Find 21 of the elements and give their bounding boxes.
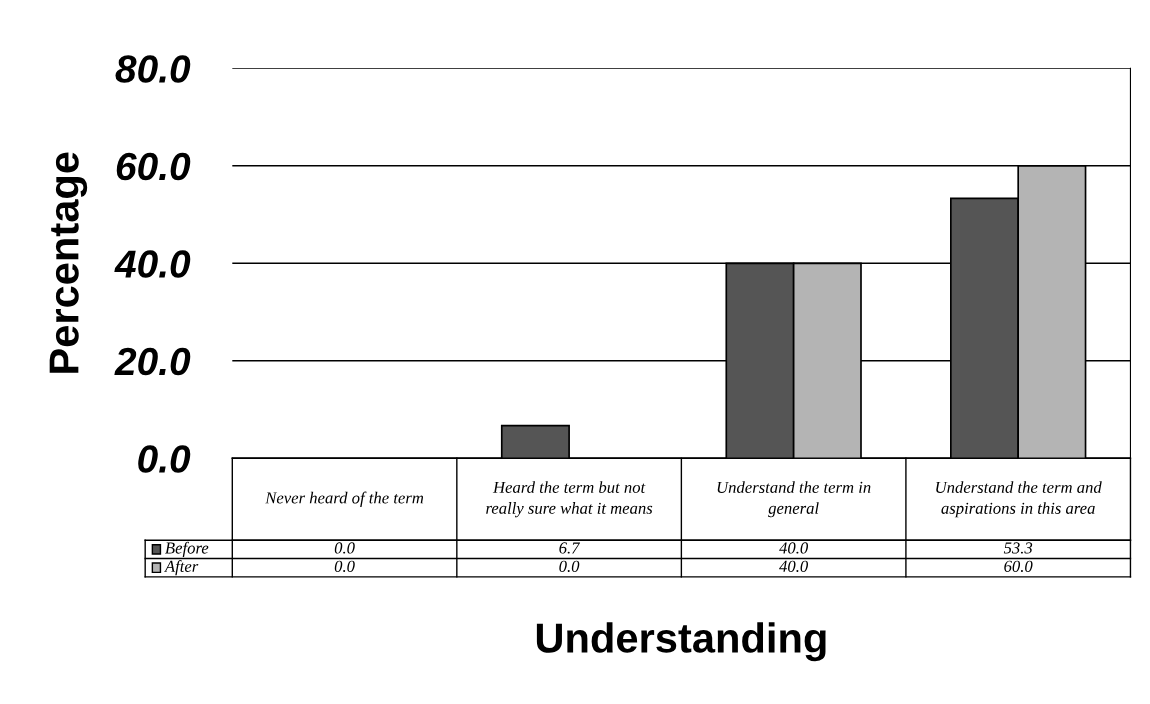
y-tick-label: 0.0 <box>138 445 191 473</box>
y-axis-title: Percentage <box>49 152 88 373</box>
legend-label: Before <box>165 541 209 558</box>
x-axis-title: Understanding <box>536 622 826 662</box>
x-tick-label: Understand the term in general <box>717 481 871 518</box>
data-label: 60.0 <box>1004 560 1033 572</box>
x-tick-label: Never heard of the term <box>265 491 424 507</box>
data-label: 40.0 <box>779 560 809 572</box>
legend-label: After <box>164 560 199 576</box>
x-tick-label: Heard the term but not really sure what it means <box>486 481 653 518</box>
x-tick-label: Understand the term and aspirations in this area <box>936 481 1102 518</box>
data-label: 0.0 <box>559 560 580 572</box>
y-tick-label: 60.0 <box>116 152 191 181</box>
data-label: 0.0 <box>334 560 355 572</box>
y-tick-label: 20.0 <box>114 347 191 376</box>
data-label: 0.0 <box>334 542 355 554</box>
data-label: 6.7 <box>559 542 581 554</box>
data-label: 40.0 <box>779 542 809 554</box>
y-tick-label: 80.0 <box>115 55 191 83</box>
y-tick-label: 40.0 <box>114 250 191 278</box>
data-label: 53.3 <box>1003 542 1033 554</box>
